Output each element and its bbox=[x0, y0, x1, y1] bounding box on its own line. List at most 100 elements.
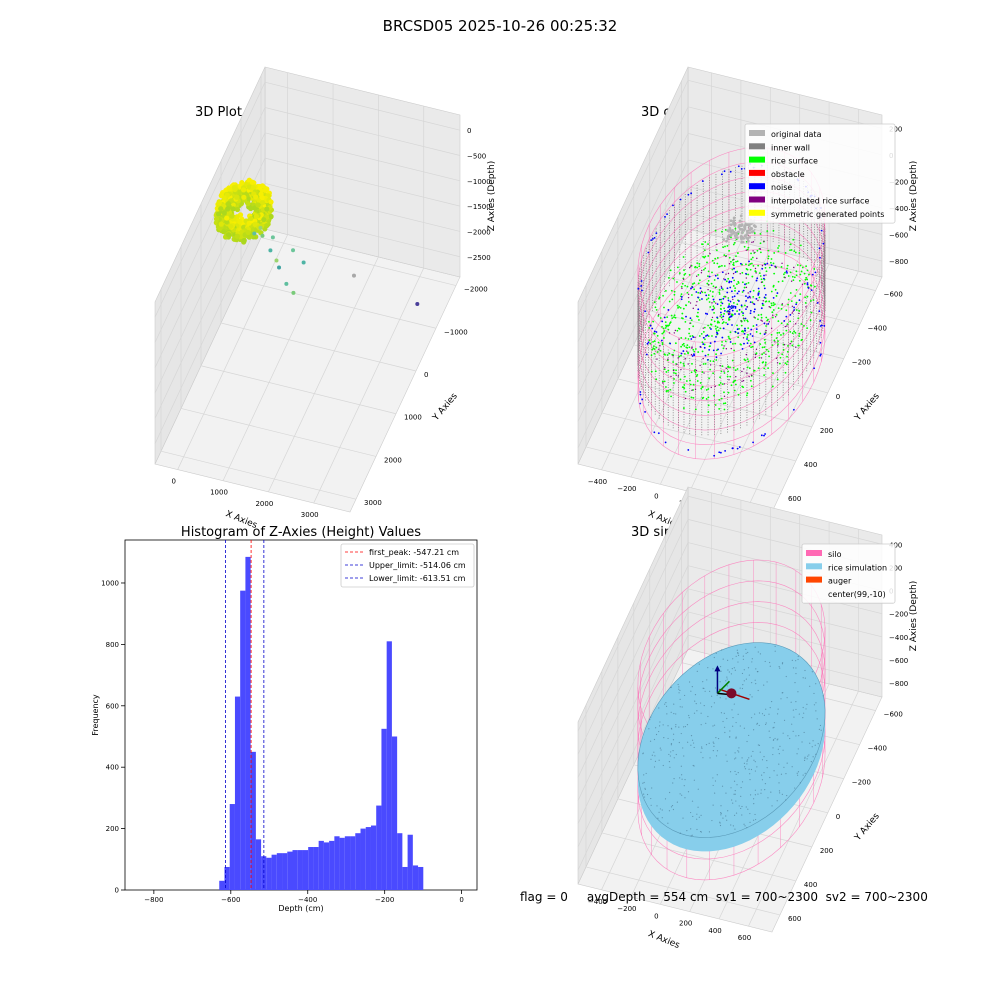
rice-mesh-point bbox=[727, 669, 729, 671]
rice-point bbox=[662, 331, 665, 334]
rice-point bbox=[737, 252, 739, 254]
rice-mesh-point bbox=[676, 801, 678, 803]
rice-mesh-point bbox=[763, 756, 765, 758]
noise-point bbox=[708, 348, 711, 351]
y-tick-label: −200 bbox=[852, 359, 871, 367]
noise-point bbox=[739, 262, 742, 265]
histogram-bar bbox=[297, 850, 303, 890]
rice-mesh-point bbox=[720, 812, 722, 814]
interpolated-point bbox=[696, 301, 698, 303]
rice-point bbox=[709, 360, 712, 362]
z-tick-label: −200 bbox=[889, 178, 908, 186]
rice-point bbox=[752, 295, 755, 298]
rice-point bbox=[663, 330, 666, 332]
rice-point bbox=[663, 368, 666, 371]
noise-point bbox=[644, 310, 647, 313]
rice-mesh-point bbox=[742, 655, 744, 657]
grid-line bbox=[718, 263, 830, 500]
grid-line bbox=[748, 691, 859, 927]
rice-point bbox=[707, 396, 710, 399]
noise-point bbox=[729, 306, 731, 308]
rice-point bbox=[777, 307, 780, 310]
noise-point bbox=[810, 289, 813, 292]
rice-mesh-point bbox=[679, 706, 681, 708]
rice-point bbox=[775, 314, 778, 316]
rice-point bbox=[777, 247, 779, 249]
rice-point bbox=[713, 307, 716, 309]
rice-mesh-point bbox=[665, 705, 668, 708]
rice-point bbox=[751, 301, 754, 304]
rice-point bbox=[661, 332, 664, 335]
rice-point bbox=[712, 372, 715, 375]
rice-mesh-point bbox=[741, 687, 744, 690]
rice-mesh-point bbox=[653, 738, 656, 741]
rice-point bbox=[672, 277, 675, 280]
data-point bbox=[253, 213, 259, 220]
rice-point bbox=[728, 303, 731, 305]
rice-mesh-point bbox=[734, 669, 736, 671]
rice-point bbox=[777, 351, 780, 354]
z-tick-label: −400 bbox=[889, 634, 908, 642]
noise-point bbox=[679, 198, 682, 201]
noise-point bbox=[726, 287, 729, 290]
rice-mesh-point bbox=[753, 729, 755, 731]
rice-point bbox=[664, 321, 667, 324]
rice-point bbox=[803, 272, 806, 275]
rice-point bbox=[727, 370, 730, 373]
rice-point bbox=[777, 250, 780, 253]
interpolated-point bbox=[784, 325, 787, 328]
interpolated-point bbox=[677, 357, 679, 359]
y-tick-label: 400 bbox=[804, 881, 817, 889]
rice-mesh-point bbox=[738, 805, 740, 807]
rice-mesh-point bbox=[667, 737, 669, 740]
rice-mesh-point bbox=[686, 723, 689, 726]
noise-point bbox=[687, 449, 690, 451]
rice-point bbox=[735, 255, 737, 258]
noise-point bbox=[732, 305, 735, 308]
interpolated-point bbox=[795, 323, 797, 325]
data-point bbox=[237, 219, 243, 225]
data-point bbox=[241, 194, 247, 200]
grid-line bbox=[222, 245, 334, 481]
legend-entry: center(99,-10) bbox=[828, 590, 886, 599]
rice-point bbox=[770, 333, 773, 336]
data-point bbox=[241, 237, 247, 244]
interpolated-point bbox=[768, 321, 770, 323]
rice-mesh-point bbox=[695, 703, 697, 705]
rice-mesh-point bbox=[700, 702, 702, 704]
rice-mesh-point bbox=[803, 712, 805, 714]
rice-point bbox=[725, 321, 727, 324]
rice-point bbox=[777, 340, 779, 343]
data-point bbox=[234, 194, 240, 200]
rice-point bbox=[799, 273, 802, 276]
rice-mesh-point bbox=[757, 744, 759, 746]
rice-point bbox=[780, 334, 782, 336]
noise-point bbox=[682, 350, 685, 352]
histogram-bar bbox=[318, 840, 324, 890]
noise-point bbox=[724, 450, 727, 452]
rice-mesh-point bbox=[778, 763, 780, 765]
rice-point bbox=[711, 335, 713, 337]
rice-mesh-point bbox=[779, 667, 781, 669]
data-point bbox=[226, 186, 233, 192]
rice-mesh-point bbox=[725, 792, 727, 794]
rice-mesh-point bbox=[776, 774, 778, 776]
noise-point bbox=[757, 287, 760, 290]
rice-point bbox=[804, 296, 807, 299]
original-point bbox=[729, 219, 733, 223]
rice-mesh-point bbox=[738, 751, 740, 753]
grid-line bbox=[577, 106, 689, 342]
grid-line bbox=[154, 82, 266, 318]
rice-mesh-point bbox=[765, 708, 767, 710]
rice-point bbox=[657, 315, 660, 317]
rice-point bbox=[656, 351, 659, 353]
rice-point bbox=[763, 374, 766, 377]
rice-mesh-point bbox=[810, 761, 812, 763]
rice-mesh-point bbox=[798, 735, 800, 737]
rice-mesh-point bbox=[707, 715, 709, 718]
rice-point bbox=[688, 346, 691, 349]
interpolated-point bbox=[783, 344, 786, 346]
data-point bbox=[250, 185, 256, 191]
rice-point bbox=[678, 272, 681, 275]
